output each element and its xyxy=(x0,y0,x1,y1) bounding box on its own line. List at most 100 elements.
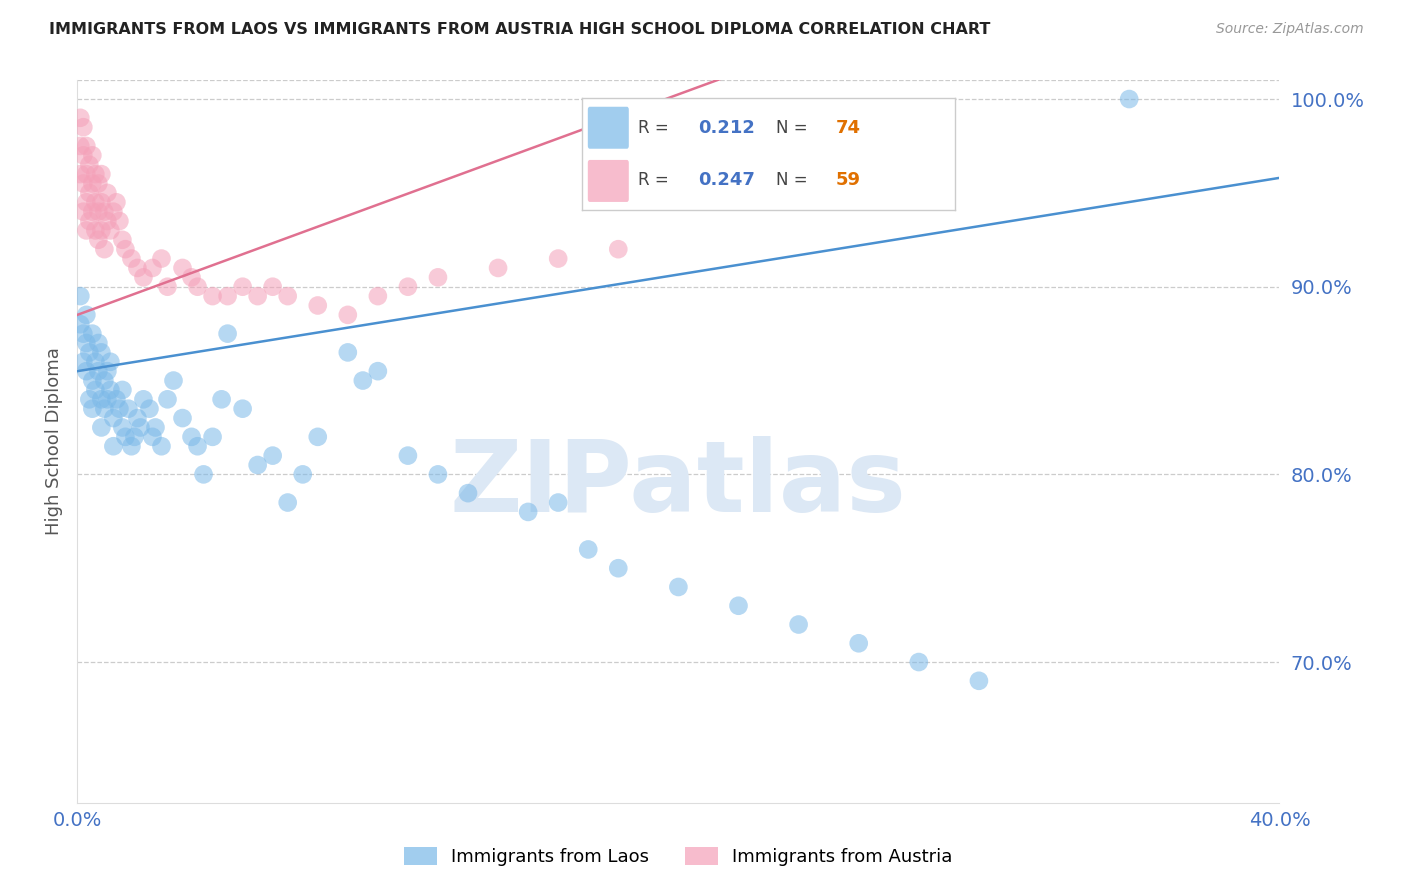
Point xyxy=(111,383,134,397)
Point xyxy=(93,401,115,416)
Point xyxy=(547,252,569,266)
Point xyxy=(232,401,254,416)
Point xyxy=(162,374,184,388)
Point xyxy=(84,383,107,397)
Point xyxy=(84,355,107,369)
Point xyxy=(72,120,94,135)
Point xyxy=(90,420,112,434)
Point xyxy=(246,458,269,472)
Point xyxy=(72,177,94,191)
Point xyxy=(607,561,630,575)
Point xyxy=(336,308,359,322)
Point xyxy=(129,420,152,434)
Point xyxy=(87,336,110,351)
Point xyxy=(100,383,122,397)
Point xyxy=(186,279,209,293)
Point xyxy=(277,495,299,509)
Point xyxy=(87,177,110,191)
Point xyxy=(668,580,690,594)
Point xyxy=(103,439,125,453)
Point xyxy=(93,242,115,256)
Point xyxy=(69,318,91,332)
Point xyxy=(576,542,599,557)
Text: IMMIGRANTS FROM LAOS VS IMMIGRANTS FROM AUSTRIA HIGH SCHOOL DIPLOMA CORRELATION : IMMIGRANTS FROM LAOS VS IMMIGRANTS FROM … xyxy=(49,22,991,37)
Point xyxy=(75,167,97,181)
Point xyxy=(103,411,125,425)
Point xyxy=(262,449,284,463)
Point xyxy=(211,392,233,407)
Point xyxy=(156,392,179,407)
Point xyxy=(69,289,91,303)
Point xyxy=(132,270,155,285)
Point xyxy=(120,252,142,266)
Point xyxy=(367,364,389,378)
Point xyxy=(100,355,122,369)
Point xyxy=(69,139,91,153)
Point xyxy=(396,449,419,463)
Point xyxy=(352,374,374,388)
Text: ZIPatlas: ZIPatlas xyxy=(450,436,907,533)
Point xyxy=(96,214,118,228)
Point xyxy=(127,411,149,425)
Point xyxy=(180,270,202,285)
Point xyxy=(291,467,314,482)
Point xyxy=(69,167,91,181)
Point xyxy=(232,279,254,293)
Point xyxy=(111,420,134,434)
Point xyxy=(367,289,389,303)
Point xyxy=(72,204,94,219)
Point xyxy=(75,308,97,322)
Point xyxy=(132,392,155,407)
Point xyxy=(172,260,194,275)
Point xyxy=(103,204,125,219)
Point xyxy=(90,167,112,181)
Point xyxy=(727,599,749,613)
Point xyxy=(307,298,329,312)
Point xyxy=(967,673,990,688)
Point xyxy=(848,636,870,650)
Point xyxy=(84,223,107,237)
Point xyxy=(193,467,215,482)
Point xyxy=(72,326,94,341)
Point xyxy=(96,392,118,407)
Point xyxy=(108,401,131,416)
Point xyxy=(90,223,112,237)
Point xyxy=(105,195,128,210)
Point xyxy=(96,364,118,378)
Point xyxy=(111,233,134,247)
Point xyxy=(105,392,128,407)
Point xyxy=(607,242,630,256)
Point xyxy=(145,420,167,434)
Point xyxy=(336,345,359,359)
Point xyxy=(150,439,173,453)
Point xyxy=(79,186,101,200)
Point xyxy=(307,430,329,444)
Point xyxy=(75,139,97,153)
Point xyxy=(90,392,112,407)
Text: Source: ZipAtlas.com: Source: ZipAtlas.com xyxy=(1216,22,1364,37)
Point xyxy=(150,252,173,266)
Point xyxy=(172,411,194,425)
Point xyxy=(156,279,179,293)
Point xyxy=(141,260,163,275)
Point xyxy=(84,195,107,210)
Point xyxy=(141,430,163,444)
Point xyxy=(114,430,136,444)
Point xyxy=(186,439,209,453)
Point xyxy=(75,195,97,210)
Point xyxy=(82,177,104,191)
Point xyxy=(138,401,160,416)
Point xyxy=(79,392,101,407)
Point xyxy=(427,270,450,285)
Point xyxy=(457,486,479,500)
Legend: Immigrants from Laos, Immigrants from Austria: Immigrants from Laos, Immigrants from Au… xyxy=(396,839,960,873)
Y-axis label: High School Diploma: High School Diploma xyxy=(45,348,63,535)
Point xyxy=(82,401,104,416)
Point xyxy=(908,655,931,669)
Point xyxy=(547,495,569,509)
Point xyxy=(75,223,97,237)
Point xyxy=(87,364,110,378)
Point xyxy=(79,345,101,359)
Point xyxy=(93,374,115,388)
Point xyxy=(84,167,107,181)
